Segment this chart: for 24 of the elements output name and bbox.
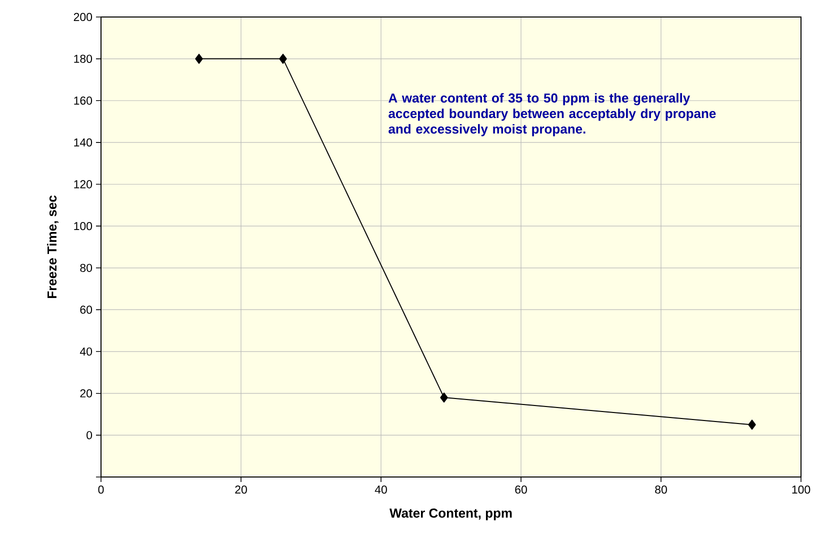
y-tick-label: 20 [80, 389, 92, 398]
y-tick-label: 180 [74, 54, 92, 63]
y-tick-label: 80 [80, 264, 92, 272]
y-tick-label: 160 [74, 96, 92, 105]
x-tick-label: 100 [792, 486, 810, 494]
point [440, 392, 448, 403]
x-tick-label: 40 [374, 486, 387, 494]
annotation: A water content of 35 to 50 ppm is the generally accepted boundary between acceptably dry propane and excessively moist propane. [388, 93, 716, 136]
y-tick-label: 0 [86, 431, 92, 440]
y-tick-label: 120 [74, 180, 92, 188]
y-axis-title: Freeze Time, sec [47, 195, 58, 298]
point [279, 54, 287, 64]
y-tick-label: 40 [80, 347, 92, 356]
y-tick-label: 140 [74, 138, 92, 147]
y-tick-label: 200 [74, 12, 92, 22]
x-tick-label: 20 [235, 486, 247, 494]
point [748, 420, 756, 430]
point [195, 54, 203, 64]
y-tick-label: 100 [74, 222, 92, 230]
y-tick-label: 60 [80, 306, 92, 314]
x-tick-label: 0 [98, 486, 104, 494]
x-axis-title: Water Content, ppm [390, 508, 512, 520]
x-tick-label: 60 [515, 486, 527, 494]
x-tick-label: 80 [655, 486, 667, 494]
